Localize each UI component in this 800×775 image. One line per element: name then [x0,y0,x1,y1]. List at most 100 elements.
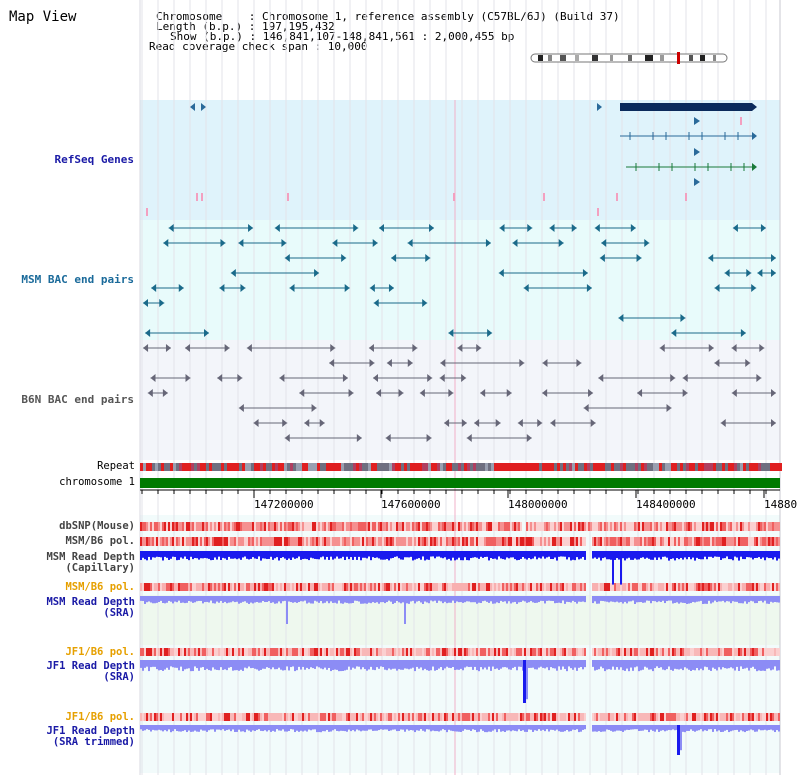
polymorphism-cell [320,522,322,531]
repeat-segment [275,463,278,471]
polymorphism-cell [620,713,622,721]
polymorphism-cell [262,713,264,721]
polymorphism-cell [156,583,158,591]
depth-bar [470,551,472,559]
polymorphism-cell [774,583,776,591]
polymorphism-cell [184,522,186,531]
depth-bar [404,596,406,624]
depth-bar [250,725,252,732]
polymorphism-cell [394,648,396,656]
depth-bar [492,551,494,559]
depth-bar [350,725,352,732]
polymorphism-cell [404,648,406,656]
depth-bar [374,551,376,558]
depth-bar [504,596,506,602]
polymorphism-cell [560,522,562,531]
depth-bar [374,660,376,671]
polymorphism-cell [214,648,216,656]
bac-end [385,434,391,442]
polymorphism-cell [654,713,656,721]
polymorphism-cell [196,648,198,656]
polymorphism-cell [340,713,342,721]
depth-bar [264,596,266,603]
depth-bar [204,725,206,731]
depth-bar [778,725,780,732]
polymorphism-cell [406,583,408,591]
polymorphism-cell [372,713,374,721]
polymorphism-cell [530,713,532,721]
polymorphism-cell [200,537,202,546]
depth-bar [510,551,512,558]
depth-bar [442,551,444,559]
depth-bar [730,660,732,668]
depth-bar [540,596,542,601]
depth-bar [174,551,176,557]
polymorphism-cell [768,537,770,546]
polymorphism-cell [448,583,450,591]
depth-bar [492,660,494,667]
depth-bar [516,725,518,732]
repeat-segment [146,463,149,471]
depth-bar [432,660,434,667]
depth-bar [528,551,530,558]
polymorphism-cell [458,648,460,656]
depth-bar [150,596,152,603]
polymorphism-cell [296,522,298,531]
polymorphism-cell [318,648,320,656]
bac-end [184,344,190,352]
polymorphism-cell [580,713,582,721]
bac-end [708,254,714,262]
polymorphism-cell [292,713,294,721]
polymorphism-cell [416,522,418,531]
depth-bar [246,725,248,730]
ideogram-band [560,55,566,61]
depth-bar [384,660,386,670]
polymorphism-cell [628,648,630,656]
polymorphism-cell [386,713,388,721]
bac-end [771,419,776,427]
repeat-segment [149,463,152,471]
bac-end [246,344,252,352]
depth-bar [672,725,674,730]
bac-end [439,374,445,382]
depth-bar [692,725,694,731]
bac-end [666,404,672,412]
depth-bar [298,725,300,732]
depth-bar [368,725,370,730]
depth-bar [606,596,608,602]
polymorphism-cell [262,648,264,656]
polymorphism-cell [732,583,734,591]
polymorphism-cell [504,537,506,546]
polymorphism-cell [474,522,476,531]
polymorphism-cell [716,522,718,531]
depth-bar [702,596,704,604]
depth-bar [746,725,748,731]
polymorphism-cell [568,648,570,656]
polymorphism-cell [686,522,688,531]
depth-bar [662,596,664,601]
repeat-segment [506,463,509,471]
polymorphism-cell [680,713,682,721]
polymorphism-cell [288,583,290,591]
depth-bar [342,596,344,604]
polymorphism-cell [532,713,534,721]
depth-bar [228,660,230,668]
polymorphism-cell [612,537,614,546]
depth-bar [222,725,224,730]
depth-bar [584,551,586,560]
depth-bar [602,725,604,732]
depth-bar [526,660,528,700]
polymorphism-cell [540,648,542,656]
polymorphism-cell [722,648,724,656]
ruler-tick-label: 147600000 [381,498,441,511]
depth-bar [330,551,332,557]
depth-bar [194,660,196,667]
depth-bar [608,725,610,730]
polymorphism-cell [330,522,332,531]
depth-bar [290,596,292,603]
polymorphism-cell [566,537,568,546]
polymorphism-cell [504,522,506,531]
bac-end [168,224,174,232]
bac-end [240,284,246,292]
